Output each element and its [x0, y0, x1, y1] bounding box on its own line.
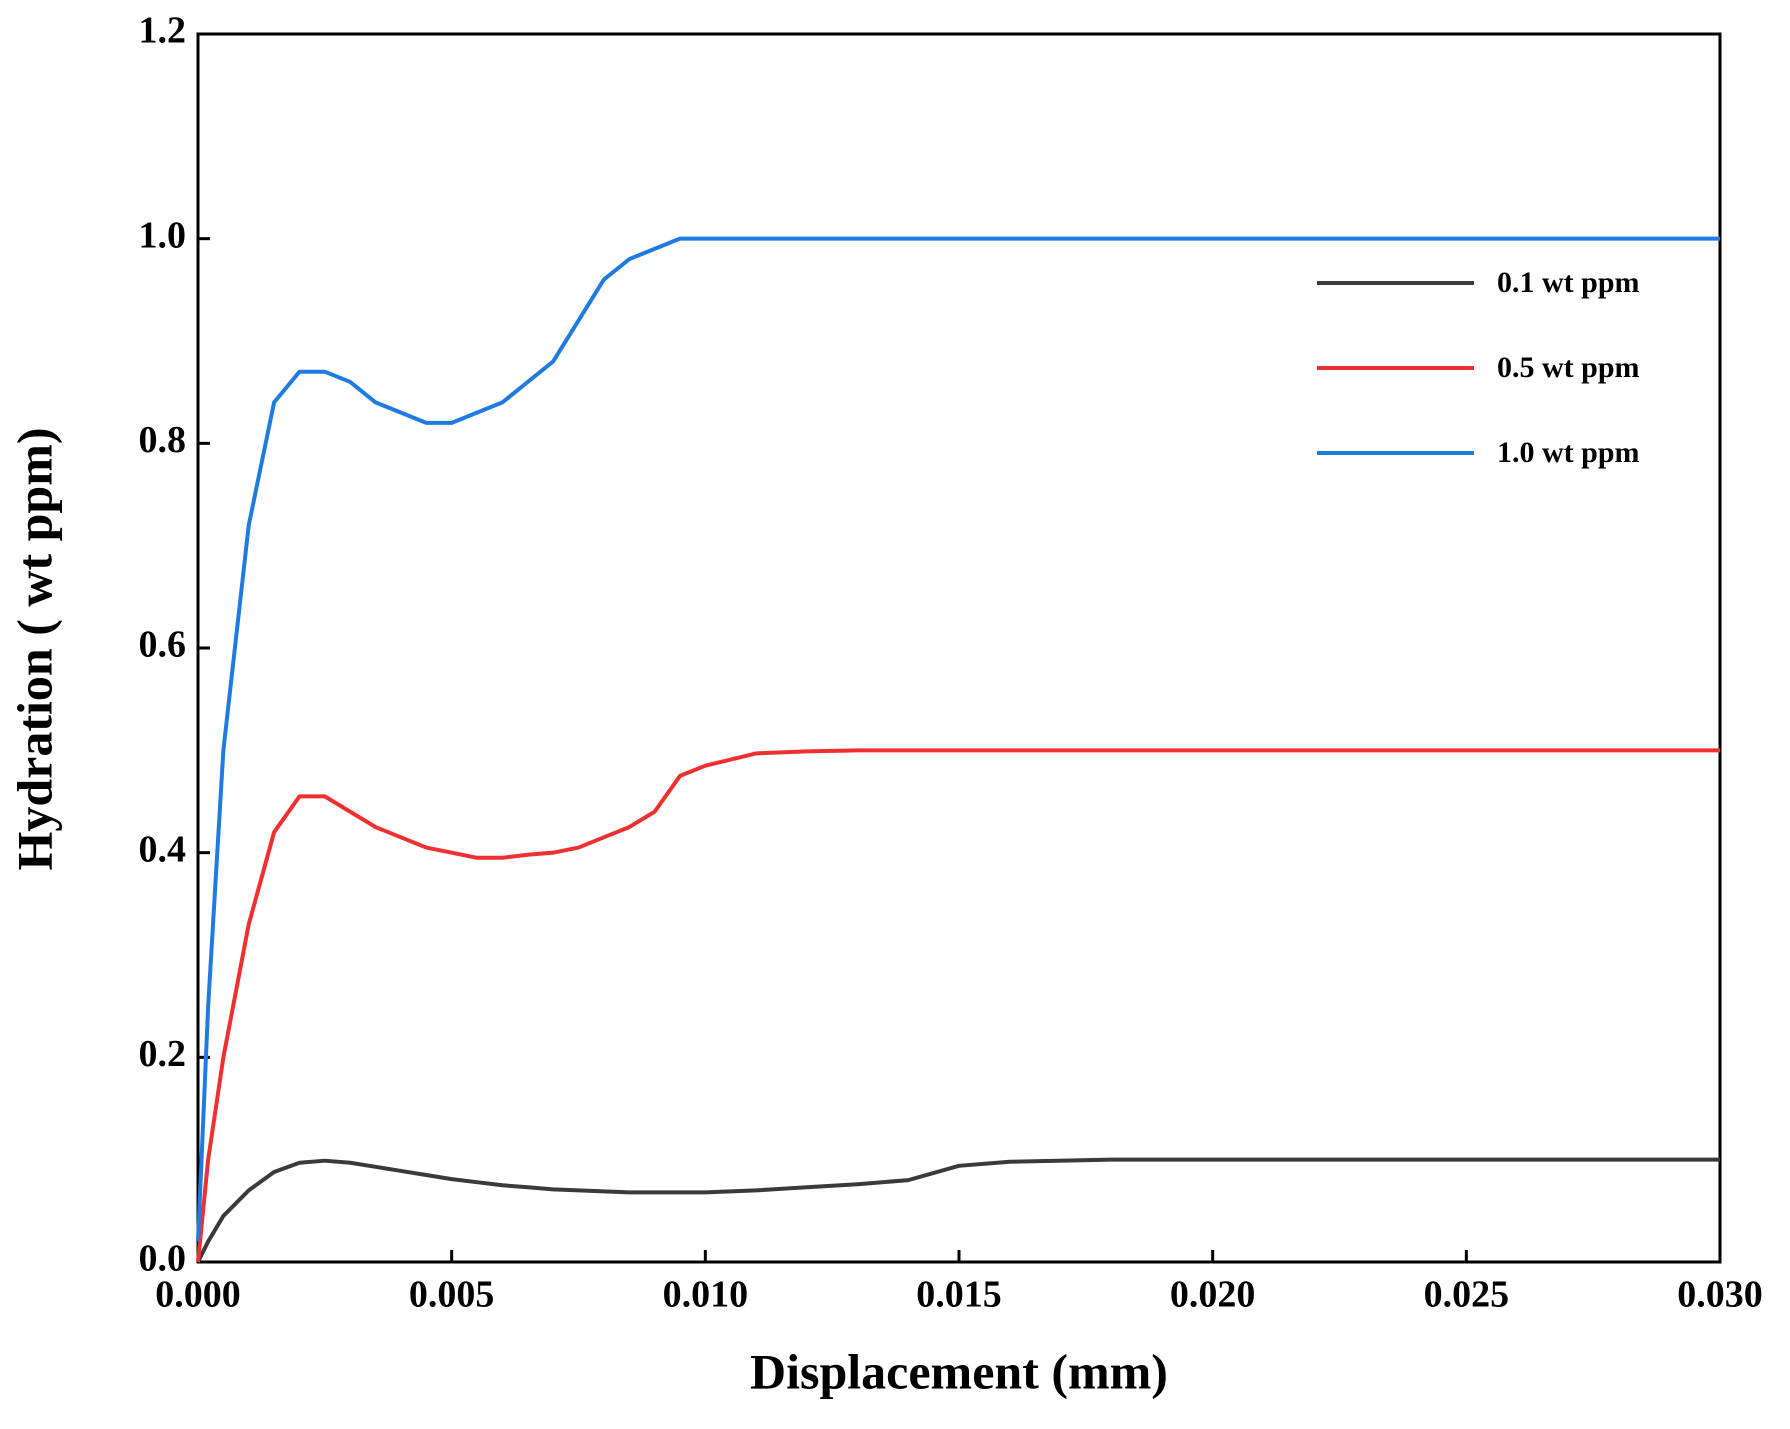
y-tick-label: 0.2: [139, 1033, 187, 1075]
y-tick-label: 0.4: [139, 828, 187, 870]
x-tick-label: 0.025: [1424, 1274, 1510, 1316]
x-tick-label: 0.015: [916, 1274, 1002, 1316]
series-line: [196, 748, 1720, 1263]
y-tick-label: 0.0: [139, 1238, 187, 1280]
x-tick-label: 0.010: [663, 1274, 749, 1316]
plot-frame: [196, 32, 1722, 1264]
y-axis-title: Hydration ( wt ppm): [6, 427, 62, 870]
x-tick-label: 0.005: [409, 1274, 495, 1316]
series-line: [196, 236, 1720, 1242]
legend-label: 0.5 wt ppm: [1497, 351, 1640, 384]
y-tick-label: 0.6: [139, 624, 187, 666]
legend-label: 0.1 wt ppm: [1497, 266, 1640, 299]
x-tick-label: 0.020: [1170, 1274, 1256, 1316]
y-tick-label: 1.0: [139, 214, 187, 256]
y-tick-label: 1.2: [139, 10, 187, 52]
x-axis-title: Displacement (mm): [750, 1343, 1168, 1399]
x-tick-label: 0.030: [1677, 1274, 1763, 1316]
legend-label: 1.0 wt ppm: [1497, 436, 1640, 469]
series-line: [196, 1157, 1720, 1263]
x-tick-label: 0.000: [155, 1274, 241, 1316]
y-tick-label: 0.8: [139, 419, 187, 461]
